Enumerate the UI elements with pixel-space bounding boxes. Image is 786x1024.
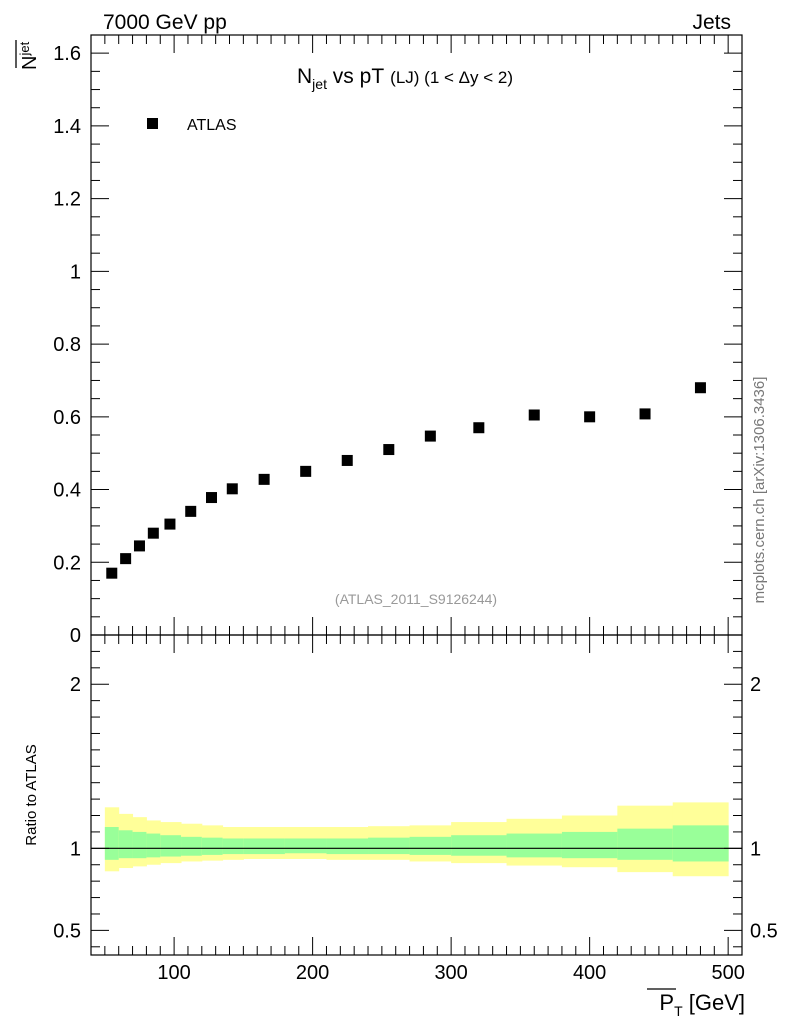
main-y-tick-label: 0.6 [53, 407, 81, 429]
ratio-y-tick-label: 1 [70, 838, 81, 860]
header-left: 7000 GeV pp [103, 11, 227, 34]
chart-title: Njet vs pT (LJ) (1 < Δy < 2) [297, 65, 513, 92]
x-tick-label: 100 [157, 962, 190, 984]
x-tick-label: 400 [573, 962, 606, 984]
analysis-tag: (ATLAS_2011_S9126244) [335, 591, 497, 607]
ratio-inner-band [368, 837, 411, 855]
data-point [106, 567, 118, 579]
ratio-y-tick-label-right: 0.5 [750, 920, 778, 942]
ratio-inner-band [284, 838, 327, 854]
data-point [639, 408, 651, 420]
data-point [206, 492, 218, 504]
data-point [300, 465, 312, 477]
data-point [133, 540, 145, 552]
svg-text:Njet: Njet [17, 41, 41, 70]
main-y-tick-label: 0 [70, 625, 81, 647]
main-y-label-main: N [19, 56, 41, 70]
ratio-panel: 0.5 0.5 1 1 2 2 100 200 300 400 500 Ratio to ATLA… [23, 634, 778, 1019]
main-y-tick-label: 0.8 [53, 334, 81, 356]
svg-text:PT [GeV]: PT [GeV] [659, 990, 745, 1019]
main-y-ticks: 0 0.2 0.4 0.6 0.8 1 1.2 1.4 1.6 [53, 43, 742, 647]
data-point [226, 483, 238, 495]
legend-label: ATLAS [187, 117, 237, 134]
header-right: Jets [692, 11, 731, 34]
x-tick-label: 300 [434, 962, 467, 984]
x-label-sub: T [674, 1003, 683, 1019]
ratio-y-tick-label-right: 1 [750, 838, 761, 860]
ratio-inner-band [201, 837, 224, 855]
x-axis-label: PT [GeV] [647, 988, 745, 1019]
ratio-x-ticks: 100 200 300 400 500 [104, 635, 745, 984]
x-label-main: P [659, 990, 674, 1015]
ratio-inner-band [160, 835, 182, 857]
main-y-tick-label: 1 [70, 261, 81, 283]
x-tick-label: 200 [296, 962, 329, 984]
ratio-inner-band [118, 830, 134, 859]
main-y-tick-label: 1.2 [53, 189, 81, 211]
data-point [383, 444, 395, 456]
data-point [694, 382, 706, 394]
main-y-tick-label: 0.4 [53, 480, 81, 502]
ratio-inner-band [146, 833, 161, 858]
data-point [147, 527, 159, 539]
ratio-inner-band [326, 838, 369, 855]
side-note: mcplots.cern.ch [arXiv:1306.3436] [751, 377, 768, 604]
ratio-y-ticks: 0.5 0.5 1 1 2 2 [53, 650, 778, 948]
ratio-inner-band [132, 831, 147, 859]
data-point [164, 518, 176, 530]
data-point [424, 430, 436, 442]
ratio-y-tick-label: 0.5 [53, 920, 81, 942]
ratio-inner-band [561, 831, 618, 859]
ratio-inner-band [672, 825, 729, 862]
ratio-y-tick-label: 2 [70, 674, 81, 696]
x-tick-label: 500 [711, 962, 744, 984]
data-point [185, 505, 197, 517]
data-point [341, 454, 353, 466]
ratio-inner-band [617, 828, 674, 860]
ratio-y-label: Ratio to ATLAS [23, 744, 40, 845]
ratio-inner-band [451, 835, 508, 856]
data-points [106, 382, 706, 579]
ratio-inner-band [409, 836, 452, 855]
chart-title-sub: jet [311, 76, 327, 92]
data-point [473, 422, 485, 434]
main-y-tick-label: 1.6 [53, 43, 81, 65]
data-point [584, 411, 596, 423]
ratio-inner-band [104, 827, 120, 860]
legend: ATLAS [147, 117, 237, 134]
chart-title-main: N [297, 65, 312, 88]
ratio-y-tick-label-right: 2 [750, 674, 761, 696]
ratio-inner-band [506, 833, 563, 858]
main-y-label-sub: jet [17, 41, 32, 56]
data-point [528, 409, 540, 421]
data-point [120, 553, 132, 565]
ratio-frame [90, 634, 743, 956]
data-point [258, 473, 270, 485]
ratio-inner-band [181, 836, 203, 856]
chart-title-rest: vs pT [327, 65, 384, 88]
main-y-tick-label: 0.2 [53, 552, 81, 574]
ratio-inner-band [222, 838, 244, 855]
chart-title-suffix: (LJ) (1 < Δy < 2) [390, 68, 513, 87]
legend-marker [147, 118, 158, 129]
x-label-unit: [GeV] [683, 990, 745, 1015]
ratio-bands [104, 802, 729, 877]
main-y-label: Njet [15, 40, 41, 70]
ratio-inner-band [243, 838, 286, 855]
main-x-ticks [104, 35, 729, 635]
main-panel: 0 0.2 0.4 0.6 0.8 1 1.2 1.4 1.6 Njet vs pT (LJ) (… [15, 34, 743, 647]
main-y-tick-label: 1.4 [53, 116, 81, 138]
